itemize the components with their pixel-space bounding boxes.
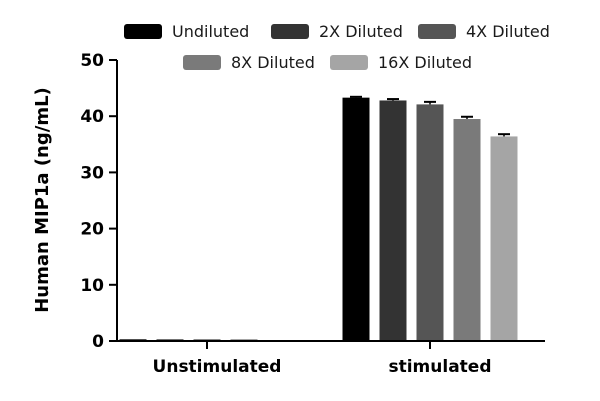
bar (379, 100, 407, 342)
legend-swatch (418, 24, 456, 39)
y-axis-title: Human MIP1a (ng/mL) (32, 87, 53, 313)
legend-swatch (271, 24, 309, 39)
bar (453, 119, 481, 341)
legend-label: Undiluted (172, 22, 249, 41)
bars-group (119, 95, 518, 342)
bar (490, 136, 518, 341)
y-tick-label: 0 (92, 332, 104, 352)
bar (416, 104, 444, 341)
x-category-label: Unstimulated (153, 357, 282, 377)
legend-swatch (183, 55, 221, 70)
legend: Undiluted 2X Diluted 4X Diluted 8X Diluted 1… (124, 22, 550, 72)
y-tick-label: 50 (80, 51, 104, 71)
bar (342, 97, 370, 342)
axes-group (116, 60, 545, 342)
legend-swatch (330, 55, 368, 70)
legend-label: 4X Diluted (466, 22, 550, 41)
y-tick-label: 40 (80, 107, 104, 127)
x-category-labels: Unstimulated stimulated (153, 341, 492, 377)
legend-label: 8X Diluted (231, 53, 315, 72)
y-tick-label: 30 (80, 163, 104, 183)
legend-label: 2X Diluted (319, 22, 403, 41)
legend-swatch (124, 24, 162, 39)
x-category-label: stimulated (388, 357, 491, 377)
y-tick-label: 20 (80, 220, 104, 240)
legend-label: 16X Diluted (378, 53, 472, 72)
y-ticks: 0 10 20 30 40 50 (80, 51, 117, 352)
y-tick-label: 10 (80, 276, 104, 296)
